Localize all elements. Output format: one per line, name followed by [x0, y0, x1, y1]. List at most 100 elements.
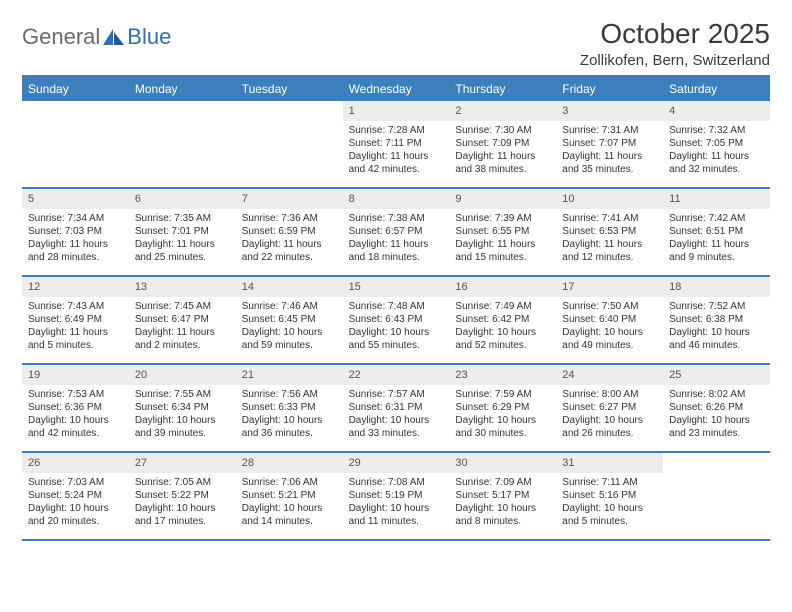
sunset-text: Sunset: 6:31 PM: [349, 401, 444, 414]
sunset-text: Sunset: 6:42 PM: [455, 313, 550, 326]
day-cell: 24Sunrise: 8:00 AMSunset: 6:27 PMDayligh…: [556, 365, 663, 451]
sunset-text: Sunset: 6:47 PM: [135, 313, 230, 326]
day-body: Sunrise: 7:46 AMSunset: 6:45 PMDaylight:…: [236, 297, 343, 356]
daylight-text: Daylight: 11 hours and 12 minutes.: [562, 238, 657, 264]
daylight-text: Daylight: 11 hours and 38 minutes.: [455, 150, 550, 176]
daylight-text: Daylight: 11 hours and 15 minutes.: [455, 238, 550, 264]
day-cell: 17Sunrise: 7:50 AMSunset: 6:40 PMDayligh…: [556, 277, 663, 363]
day-body: Sunrise: 7:38 AMSunset: 6:57 PMDaylight:…: [343, 209, 450, 268]
day-number: 22: [343, 365, 450, 385]
sunrise-text: Sunrise: 7:46 AM: [242, 300, 337, 313]
day-cell: 27Sunrise: 7:05 AMSunset: 5:22 PMDayligh…: [129, 453, 236, 539]
day-number: 27: [129, 453, 236, 473]
day-body: Sunrise: 7:57 AMSunset: 6:31 PMDaylight:…: [343, 385, 450, 444]
day-cell: 2Sunrise: 7:30 AMSunset: 7:09 PMDaylight…: [449, 101, 556, 187]
daylight-text: Daylight: 10 hours and 26 minutes.: [562, 414, 657, 440]
dow-row: SundayMondayTuesdayWednesdayThursdayFrid…: [22, 77, 770, 101]
day-body: Sunrise: 7:35 AMSunset: 7:01 PMDaylight:…: [129, 209, 236, 268]
day-number: 31: [556, 453, 663, 473]
week-row: 26Sunrise: 7:03 AMSunset: 5:24 PMDayligh…: [22, 453, 770, 541]
day-body: Sunrise: 7:08 AMSunset: 5:19 PMDaylight:…: [343, 473, 450, 532]
day-number: 10: [556, 189, 663, 209]
day-number: 11: [663, 189, 770, 209]
week-row: 5Sunrise: 7:34 AMSunset: 7:03 PMDaylight…: [22, 189, 770, 277]
daylight-text: Daylight: 10 hours and 11 minutes.: [349, 502, 444, 528]
daylight-text: Daylight: 10 hours and 46 minutes.: [669, 326, 764, 352]
sunrise-text: Sunrise: 7:03 AM: [28, 476, 123, 489]
daylight-text: Daylight: 10 hours and 30 minutes.: [455, 414, 550, 440]
day-cell: 28Sunrise: 7:06 AMSunset: 5:21 PMDayligh…: [236, 453, 343, 539]
daylight-text: Daylight: 11 hours and 5 minutes.: [28, 326, 123, 352]
daylight-text: Daylight: 11 hours and 25 minutes.: [135, 238, 230, 264]
day-cell: 9Sunrise: 7:39 AMSunset: 6:55 PMDaylight…: [449, 189, 556, 275]
daylight-text: Daylight: 10 hours and 36 minutes.: [242, 414, 337, 440]
sunrise-text: Sunrise: 7:41 AM: [562, 212, 657, 225]
sunset-text: Sunset: 7:09 PM: [455, 137, 550, 150]
sunrise-text: Sunrise: 7:49 AM: [455, 300, 550, 313]
daylight-text: Daylight: 10 hours and 55 minutes.: [349, 326, 444, 352]
logo-sail-icon: [103, 29, 125, 45]
day-body: Sunrise: 7:36 AMSunset: 6:59 PMDaylight:…: [236, 209, 343, 268]
sunrise-text: Sunrise: 7:05 AM: [135, 476, 230, 489]
daylight-text: Daylight: 10 hours and 14 minutes.: [242, 502, 337, 528]
sunrise-text: Sunrise: 7:32 AM: [669, 124, 764, 137]
sunrise-text: Sunrise: 7:35 AM: [135, 212, 230, 225]
logo: General Blue: [22, 18, 171, 50]
sunrise-text: Sunrise: 7:42 AM: [669, 212, 764, 225]
day-cell: 16Sunrise: 7:49 AMSunset: 6:42 PMDayligh…: [449, 277, 556, 363]
day-body: Sunrise: 7:30 AMSunset: 7:09 PMDaylight:…: [449, 121, 556, 180]
dow-wednesday: Wednesday: [343, 77, 450, 101]
sunset-text: Sunset: 6:27 PM: [562, 401, 657, 414]
sunrise-text: Sunrise: 7:09 AM: [455, 476, 550, 489]
day-cell: 26Sunrise: 7:03 AMSunset: 5:24 PMDayligh…: [22, 453, 129, 539]
day-number: 12: [22, 277, 129, 297]
sunset-text: Sunset: 6:40 PM: [562, 313, 657, 326]
sunrise-text: Sunrise: 7:11 AM: [562, 476, 657, 489]
sunset-text: Sunset: 6:59 PM: [242, 225, 337, 238]
sunset-text: Sunset: 5:19 PM: [349, 489, 444, 502]
day-cell: 18Sunrise: 7:52 AMSunset: 6:38 PMDayligh…: [663, 277, 770, 363]
day-body: Sunrise: 7:42 AMSunset: 6:51 PMDaylight:…: [663, 209, 770, 268]
day-cell: 10Sunrise: 7:41 AMSunset: 6:53 PMDayligh…: [556, 189, 663, 275]
sunset-text: Sunset: 7:01 PM: [135, 225, 230, 238]
sunset-text: Sunset: 6:29 PM: [455, 401, 550, 414]
day-number: 16: [449, 277, 556, 297]
empty-cell: [129, 101, 236, 187]
sunrise-text: Sunrise: 7:38 AM: [349, 212, 444, 225]
day-body: Sunrise: 7:52 AMSunset: 6:38 PMDaylight:…: [663, 297, 770, 356]
week-row: 1Sunrise: 7:28 AMSunset: 7:11 PMDaylight…: [22, 101, 770, 189]
day-cell: 19Sunrise: 7:53 AMSunset: 6:36 PMDayligh…: [22, 365, 129, 451]
sunset-text: Sunset: 6:43 PM: [349, 313, 444, 326]
day-number: 8: [343, 189, 450, 209]
daylight-text: Daylight: 10 hours and 23 minutes.: [669, 414, 764, 440]
day-number: 14: [236, 277, 343, 297]
day-number: 4: [663, 101, 770, 121]
sunset-text: Sunset: 6:26 PM: [669, 401, 764, 414]
dow-monday: Monday: [129, 77, 236, 101]
day-body: Sunrise: 7:31 AMSunset: 7:07 PMDaylight:…: [556, 121, 663, 180]
empty-cell: [663, 453, 770, 539]
sunrise-text: Sunrise: 7:30 AM: [455, 124, 550, 137]
day-body: Sunrise: 7:59 AMSunset: 6:29 PMDaylight:…: [449, 385, 556, 444]
sunset-text: Sunset: 6:38 PM: [669, 313, 764, 326]
header: General Blue October 2025 Zollikofen, Be…: [22, 18, 770, 69]
day-cell: 23Sunrise: 7:59 AMSunset: 6:29 PMDayligh…: [449, 365, 556, 451]
day-body: Sunrise: 7:50 AMSunset: 6:40 PMDaylight:…: [556, 297, 663, 356]
sunset-text: Sunset: 6:51 PM: [669, 225, 764, 238]
sunrise-text: Sunrise: 8:02 AM: [669, 388, 764, 401]
day-cell: 14Sunrise: 7:46 AMSunset: 6:45 PMDayligh…: [236, 277, 343, 363]
sunrise-text: Sunrise: 7:08 AM: [349, 476, 444, 489]
sunset-text: Sunset: 6:34 PM: [135, 401, 230, 414]
day-cell: 11Sunrise: 7:42 AMSunset: 6:51 PMDayligh…: [663, 189, 770, 275]
daylight-text: Daylight: 10 hours and 42 minutes.: [28, 414, 123, 440]
sunset-text: Sunset: 7:05 PM: [669, 137, 764, 150]
day-number: 17: [556, 277, 663, 297]
daylight-text: Daylight: 10 hours and 59 minutes.: [242, 326, 337, 352]
day-body: Sunrise: 7:09 AMSunset: 5:17 PMDaylight:…: [449, 473, 556, 532]
sunset-text: Sunset: 7:11 PM: [349, 137, 444, 150]
sunrise-text: Sunrise: 7:50 AM: [562, 300, 657, 313]
day-body: Sunrise: 7:45 AMSunset: 6:47 PMDaylight:…: [129, 297, 236, 356]
dow-sunday: Sunday: [22, 77, 129, 101]
sunset-text: Sunset: 5:24 PM: [28, 489, 123, 502]
daylight-text: Daylight: 11 hours and 9 minutes.: [669, 238, 764, 264]
